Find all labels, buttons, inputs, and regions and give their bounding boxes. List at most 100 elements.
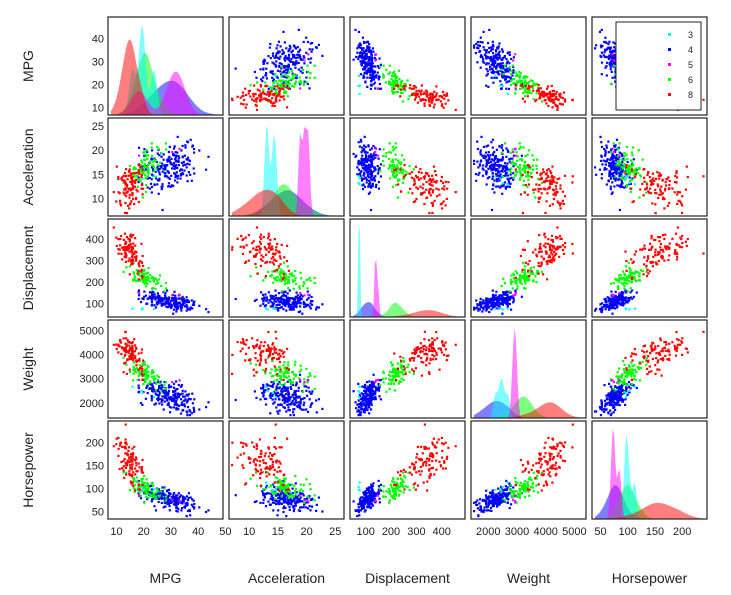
point-group-4 [510, 176, 513, 179]
point-group-8 [141, 254, 144, 258]
point-group-4 [291, 297, 294, 300]
point-group-8 [553, 180, 556, 184]
point-group-6 [298, 285, 301, 288]
point-group-6 [278, 267, 281, 270]
point-group-4 [358, 42, 361, 45]
point-group-4 [298, 54, 301, 57]
point-group-4 [183, 403, 186, 406]
point-group-8 [130, 182, 133, 185]
point-group-4 [487, 144, 490, 147]
point-group-5 [512, 59, 515, 62]
point-group-6 [133, 277, 136, 280]
point-group-4 [600, 61, 604, 64]
point-group-4 [490, 63, 493, 66]
point-group-8 [414, 96, 418, 99]
point-group-8 [127, 170, 131, 173]
point-group-8 [247, 234, 250, 237]
point-group-4 [621, 296, 624, 300]
point-group-6 [388, 142, 391, 145]
density-5 [353, 259, 462, 317]
point-group-6 [280, 85, 283, 88]
point-group-4 [497, 185, 500, 188]
point-group-4 [173, 167, 176, 171]
point-group-4 [166, 159, 169, 162]
point-group-4 [476, 61, 479, 64]
point-group-4 [285, 68, 288, 71]
point-group-6 [294, 279, 297, 282]
point-group-8 [548, 245, 551, 248]
point-group-8 [454, 108, 457, 111]
point-group-8 [674, 249, 677, 252]
point-group-8 [546, 87, 549, 90]
point-group-4 [379, 175, 382, 178]
point-group-4 [379, 87, 383, 90]
point-group-6 [629, 179, 632, 182]
point-group-4 [357, 168, 361, 171]
point-group-8 [537, 200, 540, 204]
point-group-6 [139, 179, 142, 182]
point-group-4 [501, 298, 504, 301]
point-group-6 [624, 265, 628, 268]
point-group-6 [622, 178, 625, 181]
point-group-8 [271, 97, 274, 100]
point-group-6 [303, 282, 306, 285]
point-group-4 [367, 57, 370, 60]
point-group-8 [117, 177, 120, 181]
point-group-4 [499, 66, 502, 69]
point-group-4 [496, 180, 499, 183]
point-group-8 [419, 168, 422, 171]
point-group-8 [259, 94, 263, 97]
point-group-6 [280, 83, 283, 86]
point-group-4 [174, 394, 177, 397]
point-group-6 [157, 278, 161, 281]
point-group-6 [527, 178, 530, 181]
point-group-4 [205, 168, 208, 171]
point-group-4 [612, 301, 615, 304]
point-group-6 [623, 287, 626, 290]
point-group-8 [417, 178, 421, 181]
point-group-4 [373, 56, 376, 59]
panel-mpg-vs-disp [349, 16, 466, 116]
point-group-4 [315, 308, 318, 311]
point-group-4 [177, 395, 180, 398]
point-group-4 [270, 71, 273, 74]
point-group-6 [292, 77, 295, 81]
point-group-8 [550, 94, 554, 97]
point-group-4 [146, 186, 149, 189]
point-group-4 [163, 392, 167, 395]
point-group-6 [392, 149, 395, 152]
point-group-4 [267, 55, 270, 58]
point-group-8 [641, 248, 644, 251]
point-group-8 [558, 202, 561, 205]
point-group-8 [546, 242, 550, 245]
point-group-4 [262, 62, 265, 65]
point-group-8 [665, 177, 668, 181]
point-group-6 [153, 158, 156, 161]
point-group-4 [631, 177, 634, 180]
point-group-6 [292, 280, 295, 283]
point-group-6 [535, 272, 538, 275]
point-group-8 [514, 276, 517, 279]
point-group-6 [524, 282, 527, 285]
panel-frame [470, 16, 587, 116]
point-group-4 [603, 168, 606, 171]
point-group-6 [636, 171, 639, 174]
point-group-4 [269, 57, 272, 60]
point-group-8 [259, 233, 263, 236]
point-group-8 [548, 92, 551, 95]
point-group-4 [174, 158, 177, 161]
point-group-6 [510, 274, 513, 277]
point-group-8 [702, 98, 705, 101]
point-group-4 [479, 297, 482, 300]
point-group-8 [134, 172, 137, 175]
point-group-4 [498, 144, 501, 148]
point-group-3 [140, 308, 143, 311]
point-group-8 [136, 190, 139, 193]
point-group-4 [604, 153, 607, 156]
panel-acc-vs-mpg [107, 117, 224, 217]
point-group-4 [361, 177, 364, 180]
panel-frame [349, 16, 466, 116]
point-group-6 [518, 74, 522, 77]
point-group-8 [119, 244, 122, 247]
point-group-8 [268, 244, 271, 247]
